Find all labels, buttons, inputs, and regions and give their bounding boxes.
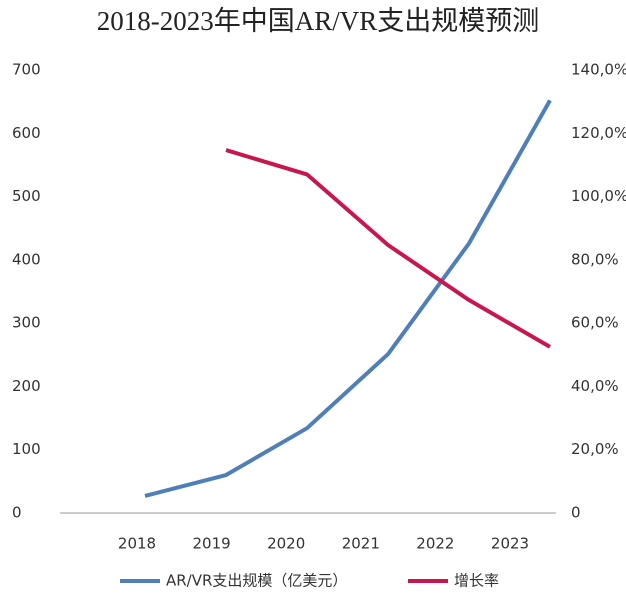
legend-label: 增长率 xyxy=(454,572,499,590)
series-line xyxy=(144,99,552,498)
y-tick-label: 200 xyxy=(12,377,41,395)
y2-tick-label: 60,0% xyxy=(571,314,619,332)
x-tick-label: 2019 xyxy=(193,535,231,553)
chart-title: 2018-2023年中国AR/VR支出规模预测 xyxy=(97,6,540,36)
y-tick-label: 300 xyxy=(12,314,41,332)
y-tick-label: 700 xyxy=(12,61,41,79)
y2-tick-label: 100,0% xyxy=(571,187,626,205)
y-tick-label: 500 xyxy=(12,187,41,205)
y-tick-label: 100 xyxy=(12,440,41,458)
y2-tick-label: 80,0% xyxy=(571,250,619,268)
x-tick-label: 2020 xyxy=(267,535,305,553)
x-tick-label: 2018 xyxy=(118,535,156,553)
y2-tick-label: 120,0% xyxy=(571,124,626,142)
legend-label: AR/VR支出规模（亿美元） xyxy=(166,572,347,590)
y-tick-label: 600 xyxy=(12,124,41,142)
y-tick-label: 400 xyxy=(12,250,41,268)
y2-tick-label: 140,0% xyxy=(571,61,626,79)
y-tick-label: 0 xyxy=(12,504,22,522)
x-tick-label: 2021 xyxy=(342,535,380,553)
y2-tick-label: 20,0% xyxy=(571,440,619,458)
y2-tick-label: 0 xyxy=(571,504,581,522)
series-line xyxy=(225,148,552,349)
x-tick-label: 2022 xyxy=(416,535,454,553)
x-tick-label: 2023 xyxy=(491,535,529,553)
y2-tick-label: 40,0% xyxy=(571,377,619,395)
